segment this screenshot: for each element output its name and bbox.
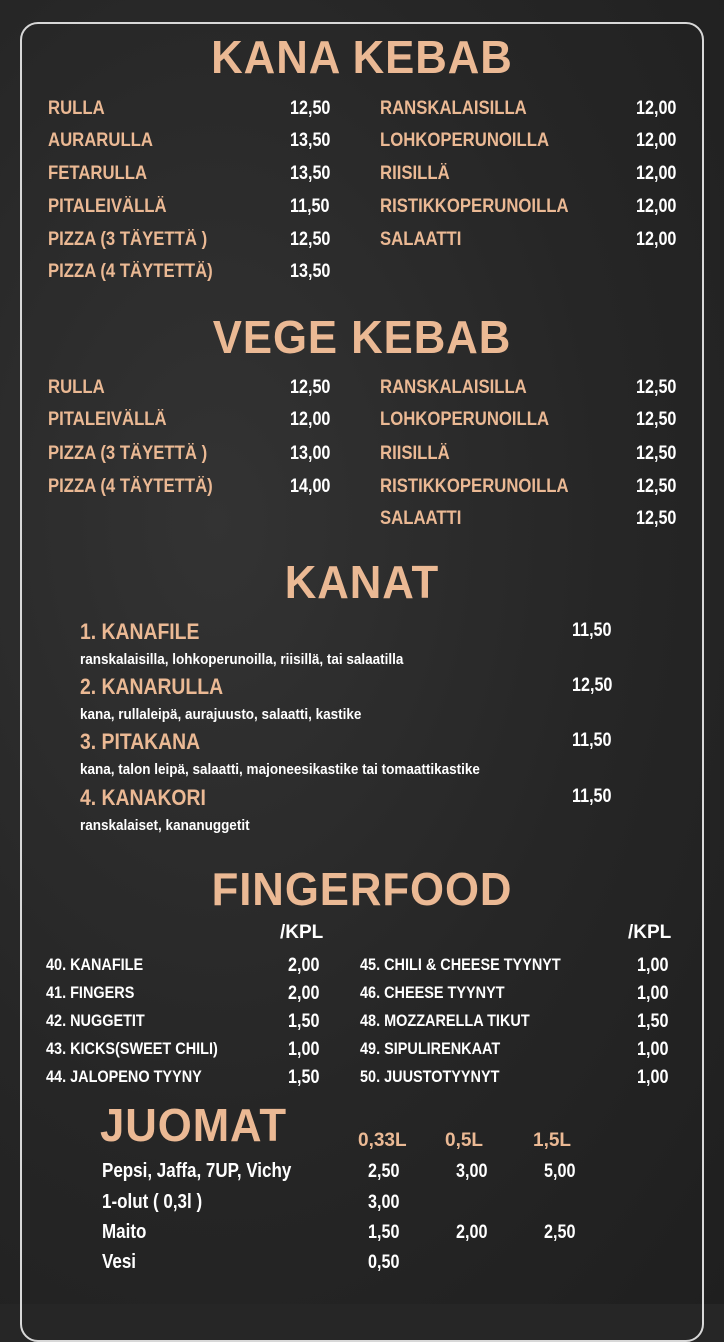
menu-item-name: PIZZA (3 TÄYETTÄ ) (48, 443, 208, 464)
menu-item-name: PIZZA (3 TÄYETTÄ ) (48, 229, 208, 250)
price: 12,00 (636, 229, 677, 250)
menu-item-name: PITALEIVÄLLÄ (48, 196, 167, 217)
price: 12,50 (290, 377, 331, 398)
section-title-juomat: JUOMAT (100, 1099, 287, 1151)
kanat-item-description: kana, rullaleipä, aurajuusto, salaatti, … (80, 706, 362, 723)
menu-item-name: 40. KANAFILE (46, 955, 144, 974)
price: 1,00 (637, 983, 669, 1004)
price: 13,00 (290, 443, 331, 464)
menu-item-name: RANSKALAISILLA (380, 98, 527, 119)
menu-item-name: 49. SIPULIRENKAAT (360, 1039, 501, 1058)
menu-item-name: 44. JALOPENO TYYNY (46, 1067, 202, 1086)
price: 3,00 (456, 1161, 488, 1182)
price: 1,00 (637, 1067, 669, 1088)
price: 1,50 (637, 1011, 669, 1032)
kanat-item-name: 3. PITAKANA (80, 729, 201, 754)
price: 1,50 (288, 1011, 320, 1032)
unit-label: /KPL (280, 922, 324, 943)
menu-item-name: RANSKALAISILLA (380, 377, 527, 398)
price: 12,50 (572, 675, 613, 696)
price: 5,00 (544, 1161, 576, 1182)
price: 2,00 (456, 1222, 488, 1243)
section-title-kana-kebab: KANA KEBAB (211, 31, 513, 83)
price: 1,50 (368, 1222, 400, 1243)
menu-item-name: 48. MOZZARELLA TIKUT (360, 1011, 530, 1030)
menu-item-name: AURARULLA (48, 130, 153, 151)
price: 12,00 (636, 163, 677, 184)
menu-item-name: RIISILLÄ (380, 163, 450, 184)
menu-item-name: LOHKOPERUNOILLA (380, 130, 550, 151)
menu-item-name: FETARULLA (48, 163, 148, 184)
unit-label: /KPL (628, 922, 672, 943)
price: 0,50 (368, 1252, 400, 1273)
price: 2,50 (368, 1161, 400, 1182)
drink-name: 1-olut ( 0,3l ) (102, 1191, 203, 1213)
menu-item-name: 46. CHEESE TYYNYT (360, 983, 505, 1002)
menu-item-name: SALAATTI (380, 229, 462, 250)
price: 13,50 (290, 163, 331, 184)
size-header: 0,33L (358, 1130, 407, 1151)
price: 2,00 (288, 983, 320, 1004)
menu-item-name: LOHKOPERUNOILLA (380, 409, 550, 430)
price: 1,50 (288, 1067, 320, 1088)
price: 14,00 (290, 476, 331, 497)
size-header: 1,5L (533, 1130, 572, 1151)
price: 12,00 (636, 98, 677, 119)
menu-item-name: PIZZA (4 TÄYTETTÄ) (48, 476, 213, 497)
price: 12,50 (636, 508, 677, 529)
price: 12,50 (636, 443, 677, 464)
price: 1,00 (637, 1039, 669, 1060)
menu-item-name: RULLA (48, 377, 105, 398)
menu-item-name: 42. NUGGETIT (46, 1011, 145, 1030)
menu-item-name: SALAATTI (380, 508, 462, 529)
price: 11,50 (572, 620, 612, 641)
menu-item-name: 43. KICKS(SWEET CHILI) (46, 1039, 218, 1058)
price: 11,50 (572, 786, 612, 807)
price: 2,00 (288, 955, 320, 976)
menu-item-name: RISTIKKOPERUNOILLA (380, 476, 569, 497)
price: 12,50 (290, 98, 331, 119)
section-title-fingerfood: FINGERFOOD (211, 863, 513, 915)
kanat-item-description: ranskalaisilla, lohkoperunoilla, riisill… (80, 651, 404, 668)
kanat-item-name: 4. KANAKORI (80, 785, 206, 810)
kanat-item-description: ranskalaiset, kananuggetit (80, 817, 250, 834)
drink-name: Maito (102, 1221, 147, 1243)
price: 1,00 (288, 1039, 320, 1060)
kanat-item-name: 2. KANARULLA (80, 674, 224, 699)
price: 11,50 (290, 196, 330, 217)
price: 2,50 (544, 1222, 576, 1243)
price: 12,00 (290, 409, 331, 430)
price: 3,00 (368, 1192, 400, 1213)
price: 13,50 (290, 130, 331, 151)
section-title-vege-kebab: VEGE KEBAB (212, 311, 512, 363)
menu-item-name: 50. JUUSTOTYYNYT (360, 1067, 500, 1086)
chalkboard-background (0, 0, 724, 1304)
section-title-kanat: KANAT (284, 556, 440, 608)
price: 12,50 (290, 229, 331, 250)
drink-name: Pepsi, Jaffa, 7UP, Vichy (102, 1160, 292, 1182)
price: 13,50 (290, 261, 331, 282)
drink-name: Vesi (102, 1251, 137, 1273)
price: 12,00 (636, 196, 677, 217)
menu-item-name: PIZZA (4 TÄYTETTÄ) (48, 261, 213, 282)
menu-item-name: RISTIKKOPERUNOILLA (380, 196, 569, 217)
menu-item-name: RULLA (48, 98, 105, 119)
menu-item-name: 45. CHILI & CHEESE TYYNYT (360, 955, 561, 974)
price: 12,50 (636, 476, 677, 497)
price: 1,00 (637, 955, 669, 976)
price: 12,50 (636, 377, 677, 398)
kanat-item-name: 1. KANAFILE (80, 619, 200, 644)
menu-item-name: PITALEIVÄLLÄ (48, 409, 167, 430)
size-header: 0,5L (445, 1130, 484, 1151)
menu-item-name: RIISILLÄ (380, 443, 450, 464)
price: 11,50 (572, 730, 612, 751)
price: 12,50 (636, 409, 677, 430)
kanat-item-description: kana, talon leipä, salaatti, majoneesika… (80, 761, 480, 778)
menu-item-name: 41. FINGERS (46, 983, 135, 1002)
price: 12,00 (636, 130, 677, 151)
